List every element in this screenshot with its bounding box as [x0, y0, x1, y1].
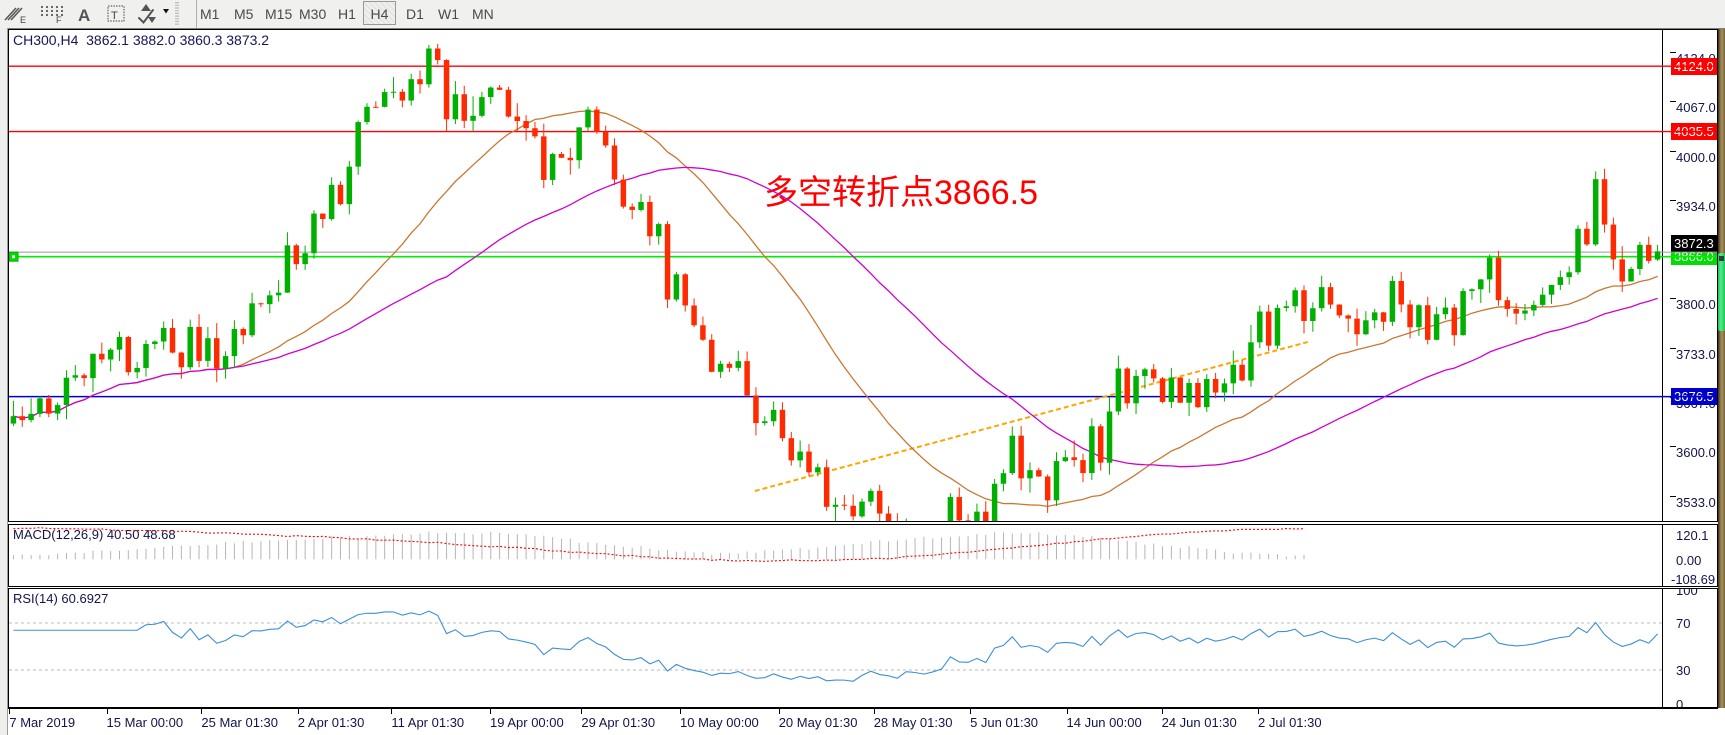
svg-text:F: F — [56, 15, 62, 25]
svg-text:E: E — [20, 15, 26, 25]
svg-text:T: T — [111, 10, 118, 22]
svg-text:A: A — [78, 6, 90, 25]
